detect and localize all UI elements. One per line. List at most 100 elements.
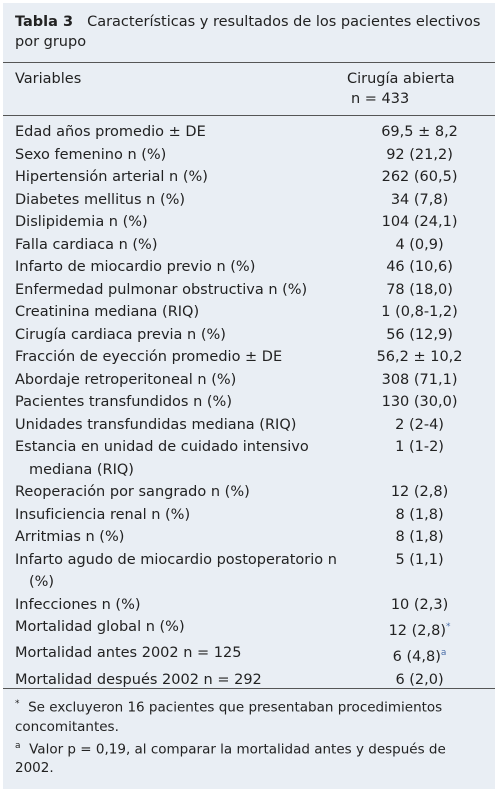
- value-cell: 5 (1,1): [356, 549, 483, 594]
- value-text: 1 (0,8-1,2): [381, 304, 458, 320]
- table-label: Tabla 3: [15, 14, 74, 30]
- table-row: Dislipidemia n (%) 104 (24,1): [15, 211, 483, 234]
- column-title: Cirugía abierta: [347, 71, 455, 87]
- value-cell: 1 (1-2): [356, 436, 483, 481]
- value-cell: 308 (71,1): [356, 369, 483, 392]
- footnote-mark: a: [15, 740, 21, 751]
- variable-cell: Edad años promedio ± DE: [15, 124, 206, 140]
- value-cell: 34 (7,8): [356, 189, 483, 212]
- value-text: 56 (12,9): [386, 326, 453, 343]
- variable-cell: Hipertensión arterial n (%): [15, 169, 208, 185]
- value-text: 46 (10,6): [386, 259, 453, 275]
- table-row: Enfermedad pulmonar obstructiva n (%) 78 …: [15, 279, 483, 302]
- table-row: Reoperación por sangrado n (%) 12 (2,8): [15, 481, 483, 504]
- variable-cell: Diabetes mellitus n (%): [15, 191, 186, 208]
- value-text: 2 (2-4): [395, 416, 444, 433]
- value-cell: 8 (1,8): [356, 526, 483, 549]
- variable-cell: Fracción de eyección promedio ± DE: [15, 349, 283, 365]
- value-text: 1 (1-2): [395, 439, 444, 455]
- table-row: Falla cardiaca n (%) 4 (0,9): [15, 234, 483, 257]
- table-row: Abordaje retroperitoneal n (%) 308 (71,1): [15, 369, 483, 392]
- value-cell: 10 (2,3): [356, 594, 483, 617]
- variable-cell: Insuficiencia renal n (%): [15, 506, 191, 523]
- variable-cell: Mortalidad antes 2002 n = 125: [15, 645, 242, 662]
- table-row: Diabetes mellitus n (%) 34 (7,8): [15, 189, 483, 212]
- table-caption: Tabla 3 Características y resultados de l…: [3, 3, 495, 63]
- value-text: 10 (2,3): [390, 596, 449, 613]
- footnote: a Valor p = 0,19, al comparar la mortali…: [15, 737, 483, 779]
- value-cell: 12 (2,8)*: [356, 616, 483, 642]
- variable-cell: Infarto de miocardio previo n (%): [15, 259, 256, 275]
- table-row: Cirugía cardiaca previa n (%) 56 (12,9): [15, 324, 483, 347]
- value-cell: 104 (24,1): [356, 211, 483, 234]
- table-row: Infarto agudo de miocardio postoperatori…: [15, 549, 483, 594]
- variable-cell: Infecciones n (%): [15, 596, 141, 613]
- variable-cell: Creatinina mediana (RIQ): [15, 304, 200, 320]
- value-cell: 6 (4,8)a: [356, 642, 483, 668]
- value-cell: 92 (21,2): [356, 144, 483, 167]
- table-row: Mortalidad después 2002 n = 292 6 (2,0): [15, 669, 483, 692]
- table-panel: Tabla 3 Características y resultados de l…: [3, 3, 495, 789]
- value-text: 308 (71,1): [381, 371, 458, 388]
- value-text: 104 (24,1): [381, 214, 458, 230]
- variable-cell: Pacientes transfundidos n (%): [15, 394, 232, 410]
- value-text: 78 (18,0): [386, 281, 453, 298]
- value-cell: 1 (0,8-1,2): [356, 301, 483, 324]
- value-cell: 56 (12,9): [356, 324, 483, 347]
- value-cell: 262 (60,5): [356, 166, 483, 189]
- value-text: 4 (0,9): [395, 236, 444, 253]
- variable-cell: Estancia en unidad de cuidado intensivo …: [15, 439, 309, 478]
- table-row: Infecciones n (%) 10 (2,3): [15, 594, 483, 617]
- variable-cell: Falla cardiaca n (%): [15, 236, 158, 253]
- value-text: 8 (1,8): [395, 506, 444, 523]
- value-text: 92 (21,2): [386, 146, 453, 163]
- variable-cell: Abordaje retroperitoneal n (%): [15, 371, 237, 388]
- value-text: 12 (2,8): [388, 622, 447, 639]
- table-row: Hipertensión arterial n (%) 262 (60,5): [15, 166, 483, 189]
- footnote-ref: a: [440, 648, 447, 659]
- value-cell: 8 (1,8): [356, 504, 483, 527]
- value-cell: 56,2 ± 10,2: [356, 346, 483, 369]
- footnote: * Se excluyeron 16 pacientes que present…: [15, 695, 483, 737]
- footnotes: * Se excluyeron 16 pacientes que present…: [3, 688, 495, 778]
- value-text: 6 (4,8): [392, 649, 441, 666]
- table-row: Fracción de eyección promedio ± DE 56,2 ±…: [15, 346, 483, 369]
- table-row: Insuficiencia renal n (%) 8 (1,8): [15, 504, 483, 527]
- variable-cell: Enfermedad pulmonar obstructiva n (%): [15, 281, 308, 298]
- value-cell: 6 (2,0): [356, 669, 483, 692]
- value-text: 262 (60,5): [381, 169, 458, 185]
- table-row: Mortalidad antes 2002 n = 125 6 (4,8)a: [15, 642, 483, 668]
- table-row: Arritmias n (%) 8 (1,8): [15, 526, 483, 549]
- value-cell: 78 (18,0): [356, 279, 483, 302]
- value-cell: 12 (2,8): [356, 481, 483, 504]
- value-text: 56,2 ± 10,2: [376, 349, 463, 365]
- variable-cell: Infarto agudo de miocardio postoperatori…: [15, 551, 337, 591]
- table-row: Edad años promedio ± DE 69,5 ± 8,2: [15, 121, 483, 144]
- footnote-ref: *: [446, 622, 451, 632]
- value-text: 12 (2,8): [390, 484, 449, 500]
- table-row: Infarto de miocardio previo n (%) 46 (10,…: [15, 256, 483, 279]
- column-title: Variables: [15, 71, 82, 87]
- footnote-text: Se excluyeron 16 pacientes que presentab…: [15, 699, 443, 735]
- table-body: Edad años promedio ± DE 69,5 ± 8,2 Sexo fe…: [15, 121, 483, 691]
- variable-cell: Reoperación por sangrado n (%): [15, 484, 250, 500]
- table-row: Estancia en unidad de cuidado intensivo …: [15, 436, 483, 481]
- variable-cell: Sexo femenino n (%): [15, 146, 167, 163]
- table-row: Creatinina mediana (RIQ) 1 (0,8-1,2): [15, 301, 483, 324]
- column-header: Variables Cirugía abierta n = 433: [3, 63, 495, 116]
- variable-cell: Unidades transfundidas mediana (RIQ): [15, 416, 297, 433]
- value-text: 5 (1,1): [395, 551, 444, 568]
- value-cell: 130 (30,0): [356, 391, 483, 414]
- table-row: Unidades transfundidas mediana (RIQ) 2 (2…: [15, 414, 483, 437]
- value-text: 69,5 ± 8,2: [381, 124, 458, 140]
- variable-cell: Dislipidemia n (%): [15, 214, 148, 230]
- table-row: Mortalidad global n (%) 12 (2,8)*: [15, 616, 483, 642]
- column-subtitle: n = 433: [351, 91, 410, 107]
- value-cell: 4 (0,9): [356, 234, 483, 257]
- value-cell: 46 (10,6): [356, 256, 483, 279]
- variable-cell: Mortalidad global n (%): [15, 619, 185, 635]
- value-text: 130 (30,0): [381, 394, 458, 410]
- column-title: Cirugía abierta n = 433: [343, 69, 483, 111]
- variable-cell: Arritmias n (%): [15, 529, 125, 545]
